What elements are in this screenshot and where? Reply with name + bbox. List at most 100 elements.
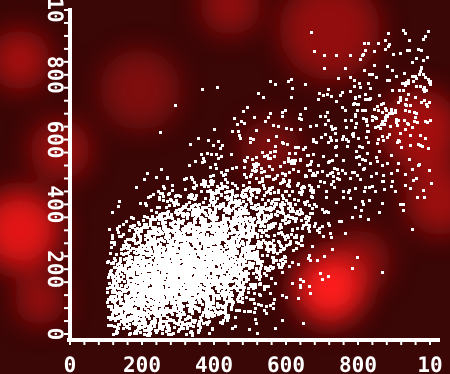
data-point <box>177 258 180 261</box>
data-point <box>124 252 127 255</box>
data-point <box>160 215 163 218</box>
data-point <box>202 296 205 299</box>
data-point <box>268 165 271 168</box>
data-point <box>234 217 237 220</box>
data-point <box>154 269 157 272</box>
y-tick-label: 800 <box>43 56 67 94</box>
data-point <box>111 241 114 244</box>
data-point <box>281 172 284 175</box>
data-point <box>325 196 328 199</box>
data-point <box>118 266 121 269</box>
data-point <box>263 170 266 173</box>
data-point <box>145 244 148 247</box>
data-point <box>177 194 180 197</box>
data-point <box>274 145 277 148</box>
data-point <box>151 287 154 290</box>
data-point <box>153 243 156 246</box>
data-point <box>210 217 213 220</box>
data-point <box>224 293 227 296</box>
data-point <box>189 316 192 319</box>
data-point <box>350 119 353 122</box>
data-point <box>317 98 320 101</box>
data-point <box>179 306 182 309</box>
data-point <box>172 279 175 282</box>
data-point <box>223 238 226 241</box>
data-point <box>267 226 270 229</box>
data-point <box>213 128 216 131</box>
data-point <box>212 180 215 183</box>
data-point <box>384 107 387 110</box>
data-point <box>373 50 376 53</box>
data-point <box>195 194 198 197</box>
data-point <box>272 124 275 127</box>
data-point <box>127 297 130 300</box>
data-point <box>367 218 370 221</box>
data-point <box>147 233 150 236</box>
data-point <box>191 230 194 233</box>
data-point <box>218 268 221 271</box>
data-point <box>277 125 280 128</box>
data-point <box>216 216 219 219</box>
data-point <box>163 240 166 243</box>
data-point <box>194 197 197 200</box>
data-point <box>139 267 142 270</box>
data-point <box>192 213 195 216</box>
data-point <box>136 280 139 283</box>
data-point <box>228 208 231 211</box>
data-point <box>307 227 310 230</box>
data-point <box>193 229 196 232</box>
data-point <box>201 267 204 270</box>
data-point <box>202 182 205 185</box>
data-point <box>132 239 135 242</box>
data-point <box>230 259 233 262</box>
data-point <box>259 207 262 210</box>
data-point <box>157 222 160 225</box>
data-point <box>117 275 120 278</box>
data-point <box>231 167 234 170</box>
data-point <box>250 193 253 196</box>
data-point <box>131 308 134 311</box>
data-point <box>209 214 212 217</box>
data-point <box>207 139 210 142</box>
data-point <box>349 54 352 57</box>
data-point <box>251 158 254 161</box>
data-point <box>210 284 213 287</box>
data-point <box>214 192 217 195</box>
data-point <box>156 206 159 209</box>
data-point <box>228 212 231 215</box>
data-point <box>213 262 216 265</box>
data-point <box>240 267 243 270</box>
data-point <box>158 252 161 255</box>
data-point <box>286 234 289 237</box>
data-point <box>222 174 225 177</box>
data-point <box>176 221 179 224</box>
data-point <box>128 301 131 304</box>
data-point <box>216 230 219 233</box>
data-point <box>188 238 191 241</box>
data-point <box>249 175 252 178</box>
data-point <box>216 197 219 200</box>
data-point <box>142 265 145 268</box>
data-point <box>221 305 224 308</box>
data-point <box>171 283 174 286</box>
data-point <box>171 189 174 192</box>
data-point <box>200 183 203 186</box>
data-point <box>429 83 432 86</box>
data-point <box>245 195 248 198</box>
data-point <box>380 123 383 126</box>
data-point <box>273 205 276 208</box>
data-point <box>126 252 129 255</box>
data-point <box>144 302 147 305</box>
data-point <box>282 142 285 145</box>
data-point <box>139 314 142 317</box>
data-point <box>291 87 294 90</box>
data-point <box>129 225 132 228</box>
data-point <box>225 280 228 283</box>
data-point <box>275 259 278 262</box>
data-point <box>180 247 183 250</box>
data-point <box>420 49 423 52</box>
data-point <box>380 103 383 106</box>
data-point <box>267 157 270 160</box>
data-point <box>208 278 211 281</box>
data-point <box>299 159 302 162</box>
